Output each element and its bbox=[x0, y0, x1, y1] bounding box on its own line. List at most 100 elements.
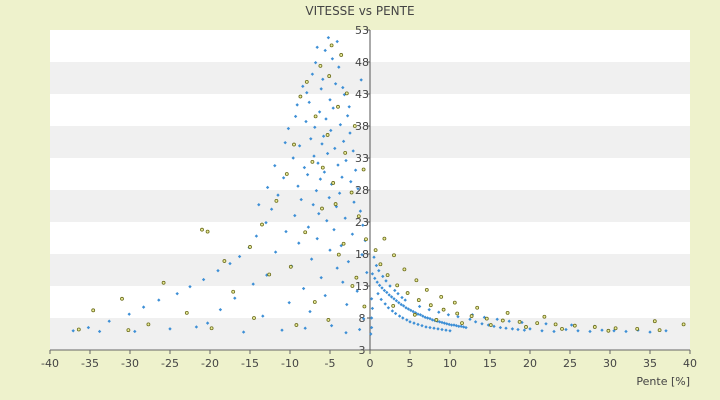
y-tick-label: 43 bbox=[355, 88, 369, 101]
data-point bbox=[469, 314, 474, 318]
data-point bbox=[395, 283, 400, 288]
data-point bbox=[286, 126, 291, 131]
data-point bbox=[312, 300, 317, 304]
data-point bbox=[460, 321, 464, 326]
data-point bbox=[310, 159, 315, 164]
data-point bbox=[298, 94, 303, 99]
data-point bbox=[341, 85, 345, 90]
data-point bbox=[233, 296, 237, 300]
data-point bbox=[251, 282, 255, 286]
x-tick-labels: -40 -35 -30 -25 -20 -15 -10 -5 0 5 10 15 20 25 30 35 40 bbox=[41, 350, 697, 370]
x-tick-label: 10 bbox=[443, 357, 457, 370]
y-tick-label: 33 bbox=[355, 152, 369, 165]
x-tick-label: -30 bbox=[121, 357, 139, 370]
data-point bbox=[252, 316, 256, 320]
data-point bbox=[201, 277, 206, 282]
data-point bbox=[338, 123, 343, 127]
data-point bbox=[356, 214, 361, 219]
data-point bbox=[126, 328, 131, 333]
data-point bbox=[339, 53, 344, 57]
data-point bbox=[231, 289, 236, 294]
data-point bbox=[600, 328, 604, 332]
data-point bbox=[359, 78, 363, 82]
data-point bbox=[336, 104, 340, 109]
data-point bbox=[553, 322, 558, 327]
data-point bbox=[488, 323, 493, 327]
data-point bbox=[402, 267, 407, 272]
x-tick-label: -5 bbox=[325, 357, 336, 370]
x-tick-label: -35 bbox=[81, 357, 99, 370]
data-point bbox=[572, 323, 577, 328]
data-point bbox=[306, 225, 311, 229]
data-point bbox=[260, 222, 264, 227]
data-point bbox=[133, 329, 137, 334]
x-tick-label: 20 bbox=[523, 357, 537, 370]
data-point bbox=[635, 326, 640, 331]
x-tick-label: -15 bbox=[241, 357, 259, 370]
data-point bbox=[218, 307, 223, 312]
data-point bbox=[361, 223, 365, 227]
data-point bbox=[405, 291, 410, 295]
data-point bbox=[301, 84, 305, 89]
data-point bbox=[274, 198, 279, 203]
data-point bbox=[120, 296, 124, 301]
data-point bbox=[297, 241, 301, 245]
data-point bbox=[307, 100, 311, 105]
data-point bbox=[257, 203, 261, 207]
data-point bbox=[327, 74, 332, 78]
data-point bbox=[146, 322, 151, 327]
data-point bbox=[337, 65, 341, 69]
data-point bbox=[542, 314, 547, 319]
data-point bbox=[331, 181, 336, 185]
data-point bbox=[175, 291, 179, 296]
data-point bbox=[313, 125, 317, 129]
data-point bbox=[209, 326, 214, 331]
data-point bbox=[552, 329, 556, 334]
data-point bbox=[484, 316, 489, 321]
data-point bbox=[333, 202, 338, 206]
data-point bbox=[237, 254, 242, 259]
data-point bbox=[362, 304, 367, 309]
data-point bbox=[184, 310, 189, 315]
data-point bbox=[455, 311, 460, 316]
data-point bbox=[613, 326, 618, 331]
data-point bbox=[681, 322, 686, 327]
data-point bbox=[292, 142, 296, 147]
data-point bbox=[341, 241, 346, 246]
data-point bbox=[288, 264, 293, 269]
data-point bbox=[522, 328, 527, 332]
data-point bbox=[317, 110, 322, 114]
data-point bbox=[354, 275, 359, 280]
data-point bbox=[323, 48, 327, 53]
data-point bbox=[325, 219, 329, 223]
data-point bbox=[157, 298, 161, 302]
x-tick-label: 5 bbox=[407, 357, 414, 370]
data-point bbox=[304, 119, 308, 124]
data-point bbox=[329, 128, 333, 133]
data-point bbox=[318, 177, 323, 181]
chart-title: VITESSE vs PENTE bbox=[305, 4, 414, 18]
data-point bbox=[309, 137, 313, 141]
data-point bbox=[500, 318, 505, 323]
data-point bbox=[310, 72, 315, 76]
data-point bbox=[86, 325, 91, 330]
data-point bbox=[321, 77, 325, 81]
data-point bbox=[273, 163, 277, 168]
data-point bbox=[544, 322, 548, 326]
data-point bbox=[624, 329, 628, 334]
data-point bbox=[205, 229, 210, 234]
x-axis-label: Pente [%] bbox=[636, 375, 690, 388]
data-point bbox=[91, 308, 96, 313]
data-point bbox=[343, 150, 348, 155]
data-point bbox=[517, 319, 522, 324]
data-point bbox=[324, 117, 328, 121]
x-tick-label: 25 bbox=[563, 357, 577, 370]
data-point bbox=[333, 146, 337, 151]
data-point bbox=[349, 190, 354, 195]
data-point bbox=[326, 318, 331, 322]
x-tick-label: -20 bbox=[201, 357, 219, 370]
data-point bbox=[320, 206, 324, 211]
data-point bbox=[373, 248, 378, 253]
data-point bbox=[322, 170, 327, 174]
